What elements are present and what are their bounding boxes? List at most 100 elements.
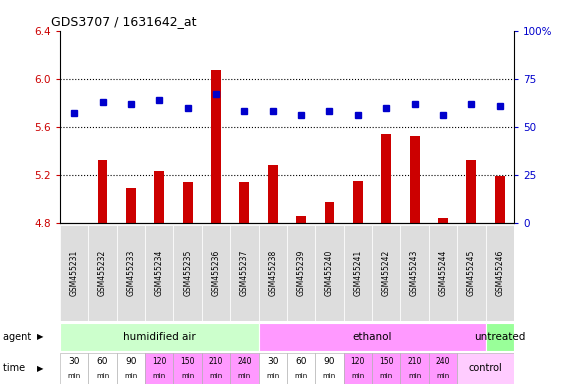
Bar (400, 353, 429, 384)
Bar (230, 225, 259, 321)
Bar (457, 225, 485, 321)
Text: 120: 120 (351, 357, 365, 366)
Text: GDS3707 / 1631642_at: GDS3707 / 1631642_at (51, 15, 196, 28)
Bar (344, 353, 372, 384)
Bar (296, 215, 306, 223)
Text: GSM455245: GSM455245 (467, 250, 476, 296)
Text: GSM455239: GSM455239 (296, 250, 305, 296)
Text: GSM455233: GSM455233 (126, 250, 135, 296)
Text: min: min (152, 373, 166, 379)
Bar (409, 136, 420, 223)
Bar (268, 165, 278, 223)
Bar (116, 353, 145, 384)
Text: GSM455246: GSM455246 (495, 250, 504, 296)
Text: min: min (124, 373, 138, 379)
Text: 150: 150 (379, 357, 393, 366)
Bar (259, 353, 287, 384)
Bar (494, 176, 505, 223)
Text: GSM455242: GSM455242 (382, 250, 391, 296)
Text: min: min (181, 373, 194, 379)
Bar (230, 353, 259, 384)
Bar (344, 225, 372, 321)
Text: GSM455232: GSM455232 (98, 250, 107, 296)
Bar (353, 181, 363, 223)
Text: ethanol: ethanol (352, 332, 392, 342)
Text: GSM455237: GSM455237 (240, 250, 249, 296)
Bar (154, 171, 164, 223)
Text: 60: 60 (295, 357, 307, 366)
Bar (324, 202, 335, 223)
Text: GSM455236: GSM455236 (211, 250, 220, 296)
Text: min: min (210, 373, 223, 379)
Bar (381, 134, 391, 223)
Text: humidified air: humidified air (123, 332, 196, 342)
Text: 210: 210 (209, 357, 223, 366)
Bar (202, 353, 230, 384)
Text: min: min (67, 373, 81, 379)
Bar (287, 225, 315, 321)
Text: min: min (238, 373, 251, 379)
Bar (485, 323, 514, 351)
Bar (259, 225, 287, 321)
Bar (372, 353, 400, 384)
Text: agent: agent (3, 332, 34, 342)
Text: GSM455235: GSM455235 (183, 250, 192, 296)
Bar (60, 353, 89, 384)
Text: time: time (3, 363, 28, 373)
Bar (126, 188, 136, 223)
Text: GSM455240: GSM455240 (325, 250, 334, 296)
Text: GSM455238: GSM455238 (268, 250, 278, 296)
Text: 60: 60 (96, 357, 108, 366)
Text: min: min (266, 373, 279, 379)
Text: ▶: ▶ (37, 333, 43, 341)
Bar (315, 225, 344, 321)
Text: 240: 240 (436, 357, 450, 366)
Bar (89, 353, 116, 384)
Text: 210: 210 (408, 357, 422, 366)
Bar (315, 353, 344, 384)
Text: 240: 240 (237, 357, 252, 366)
Bar (211, 70, 221, 223)
Text: min: min (96, 373, 109, 379)
Bar (202, 225, 230, 321)
Text: min: min (408, 373, 421, 379)
Text: min: min (295, 373, 308, 379)
Text: min: min (436, 373, 449, 379)
Text: 30: 30 (69, 357, 80, 366)
Text: GSM455241: GSM455241 (353, 250, 363, 296)
Text: 90: 90 (125, 357, 136, 366)
Bar (485, 225, 514, 321)
Bar (259, 323, 485, 351)
Text: GSM455244: GSM455244 (439, 250, 448, 296)
Text: 30: 30 (267, 357, 279, 366)
Bar (183, 182, 192, 223)
Bar (145, 225, 174, 321)
Bar (174, 353, 202, 384)
Bar (457, 353, 514, 384)
Bar (287, 353, 315, 384)
Bar (60, 225, 89, 321)
Text: ▶: ▶ (37, 364, 43, 373)
Text: 120: 120 (152, 357, 166, 366)
Text: untreated: untreated (474, 332, 525, 342)
Bar (98, 161, 107, 223)
Text: min: min (351, 373, 364, 379)
Bar (429, 353, 457, 384)
Bar (116, 225, 145, 321)
Bar (239, 182, 250, 223)
Text: 90: 90 (324, 357, 335, 366)
Bar (174, 225, 202, 321)
Bar (438, 218, 448, 223)
Text: min: min (380, 373, 393, 379)
Text: 150: 150 (180, 357, 195, 366)
Bar (400, 225, 429, 321)
Text: GSM455243: GSM455243 (410, 250, 419, 296)
Bar (89, 225, 116, 321)
Text: min: min (323, 373, 336, 379)
Bar (60, 323, 259, 351)
Bar (145, 353, 174, 384)
Bar (372, 225, 400, 321)
Text: control: control (469, 363, 502, 373)
Text: GSM455231: GSM455231 (70, 250, 79, 296)
Text: GSM455234: GSM455234 (155, 250, 164, 296)
